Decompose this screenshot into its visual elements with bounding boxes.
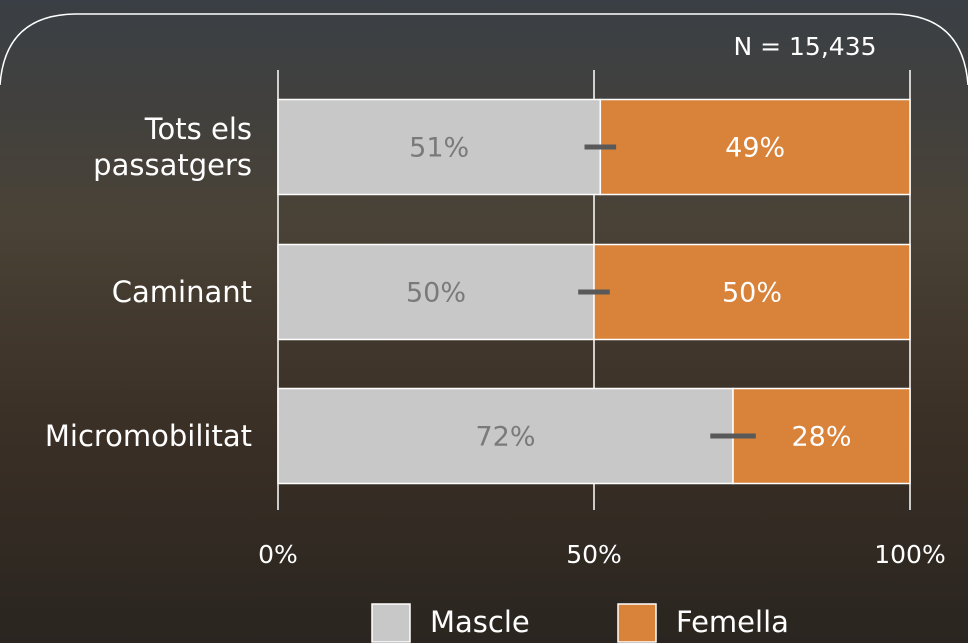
frame <box>0 13 968 86</box>
bar <box>599 98 911 196</box>
annotation: N = 15,435 <box>733 32 876 61</box>
legend-swatch <box>371 603 411 643</box>
x-tick-label: 0% <box>258 540 298 569</box>
legend-label: Femella <box>676 605 789 639</box>
category-label: Caminant <box>111 275 252 309</box>
legend-swatch <box>617 603 657 643</box>
legend-label: Mascle <box>430 605 530 639</box>
category-label: Tots els passatgers <box>93 112 252 182</box>
value-label: 51% <box>409 133 469 164</box>
value-label: 28% <box>792 422 852 453</box>
bar <box>277 98 602 196</box>
value-label: 49% <box>725 133 785 164</box>
value-label: 50% <box>722 278 782 309</box>
value-label: 50% <box>406 278 466 309</box>
category-label: Micromobilitat <box>44 419 252 453</box>
bar <box>277 243 595 341</box>
bar <box>593 243 911 341</box>
x-tick-label: 50% <box>566 540 622 569</box>
x-tick-label: 100% <box>874 540 945 569</box>
bar <box>277 387 734 485</box>
value-label: 72% <box>476 422 536 453</box>
